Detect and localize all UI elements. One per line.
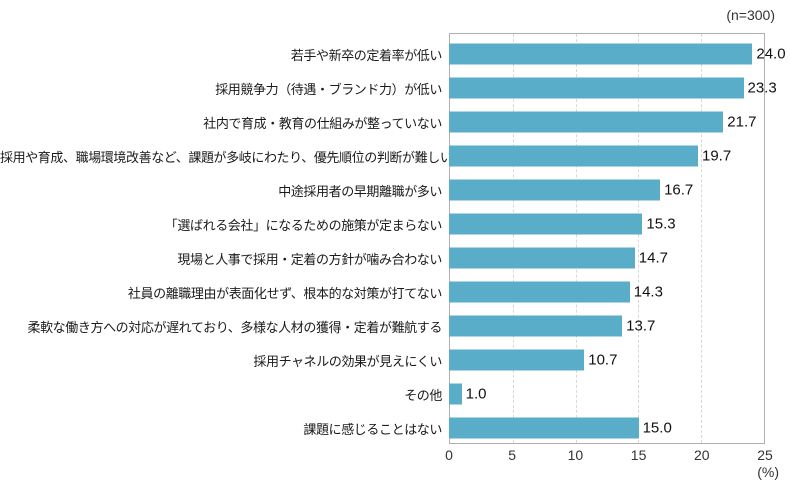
bar-row: 採用や育成、職場環境改善など、課題が多岐にわたり、優先順位の判断が難しい 19.7 [0, 139, 790, 173]
x-tick-label: 15 [630, 447, 647, 463]
bar-row: 社内で育成・教育の仕組みが整っていない 21.7 [0, 105, 790, 139]
x-tick-label: 20 [694, 447, 710, 463]
bar [449, 247, 635, 269]
bar-row: 柔軟な働き方への対応が遅れており、多様な人材の獲得・定着が難航する 13.7 [0, 309, 790, 343]
value-label: 15.0 [642, 419, 672, 437]
value-label: 14.3 [633, 283, 663, 301]
category-label: 採用チャネルの効果が見えにくい [253, 353, 442, 369]
bar [449, 43, 753, 65]
bar [449, 349, 585, 371]
category-label: その他 [404, 387, 442, 403]
value-label: 24.0 [756, 45, 786, 63]
bar-track: 15.3 [449, 207, 765, 241]
bar [449, 417, 639, 439]
bar [449, 213, 643, 235]
bar [449, 281, 630, 303]
value-label: 19.7 [702, 147, 732, 165]
gridline [575, 34, 577, 443]
bar-row: 社員の離職理由が表面化せず、根本的な対策が打てない 14.3 [0, 275, 790, 309]
bar-row: 「選ばれる会社」になるための施策が定まらない 15.3 [0, 207, 790, 241]
category-label: 若手や新卒の定着率が低い [290, 47, 443, 63]
value-label: 21.7 [727, 113, 757, 131]
category-label: 課題に感じることはない [303, 421, 442, 437]
gridline [638, 34, 640, 443]
bar-track: 23.3 [449, 71, 777, 105]
bar [449, 383, 462, 405]
bar [449, 111, 724, 133]
bar-track: 13.7 [449, 309, 765, 343]
category-label: 「選ばれる会社」になるための施策が定まらない [164, 217, 443, 233]
category-label: 現場と人事で採用・定着の方針が噛み合わない [177, 251, 442, 267]
x-axis-unit-label: (%) [757, 464, 779, 480]
category-label: 採用や育成、職場環境改善など、課題が多岐にわたり、優先順位の判断が難しい [0, 149, 453, 165]
value-label: 14.7 [638, 249, 668, 267]
bar-track: 21.7 [449, 105, 765, 139]
bar-row: 中途採用者の早期離職が多い 16.7 [0, 173, 790, 207]
bar-row: 課題に感じることはない 15.0 [0, 411, 790, 445]
bar-track: 15.0 [449, 411, 765, 445]
category-label: 中途採用者の早期離職が多い [278, 183, 442, 199]
category-label: 柔軟な働き方への対応が遅れており、多様な人材の獲得・定着が難航する [27, 319, 442, 335]
bar-track: 14.3 [449, 275, 765, 309]
x-tick-label: 5 [508, 447, 517, 463]
gridline [701, 34, 703, 443]
bar-row: 採用競争力（待遇・ブランド力）が低い 23.3 [0, 71, 790, 105]
bar [449, 315, 623, 337]
bar-track: 10.7 [449, 343, 765, 377]
bar-track: 16.7 [449, 173, 765, 207]
x-tick-label: 10 [567, 447, 584, 463]
value-label: 16.7 [664, 181, 694, 199]
bar-row: 若手や新卒の定着率が低い 24.0 [0, 37, 790, 71]
value-label: 23.3 [747, 79, 777, 97]
gridline [512, 34, 514, 443]
bar-row: 採用チャネルの効果が見えにくい 10.7 [0, 343, 790, 377]
value-label: 10.7 [588, 351, 618, 369]
bar [449, 145, 698, 167]
bar-row: その他 1.0 [0, 377, 790, 411]
x-tick-label: 25 [757, 447, 773, 463]
sample-size-label: (n=300) [726, 7, 775, 23]
value-label: 13.7 [626, 317, 656, 335]
x-tick-label: 0 [445, 447, 453, 463]
bar-track: 14.7 [449, 241, 765, 275]
bar-track: 19.7 [449, 139, 765, 173]
bar [449, 77, 744, 99]
plot-area [449, 33, 765, 444]
value-label: 15.3 [646, 215, 676, 233]
bar-track: 24.0 [449, 37, 786, 71]
category-label: 社員の離職理由が表面化せず、根本的な対策が打てない [127, 285, 442, 301]
bar-row: 現場と人事で採用・定着の方針が噛み合わない 14.7 [0, 241, 790, 275]
bar [449, 179, 661, 201]
category-label: 採用競争力（待遇・ブランド力）が低い [215, 81, 442, 97]
bar-rows: 若手や新卒の定着率が低い 24.0 採用競争力（待遇・ブランド力）が低い 23.3 社内… [0, 33, 790, 445]
category-label: 社内で育成・教育の仕組みが整っていない [203, 115, 442, 131]
value-label: 1.0 [465, 385, 487, 403]
bar-track: 1.0 [449, 377, 765, 411]
